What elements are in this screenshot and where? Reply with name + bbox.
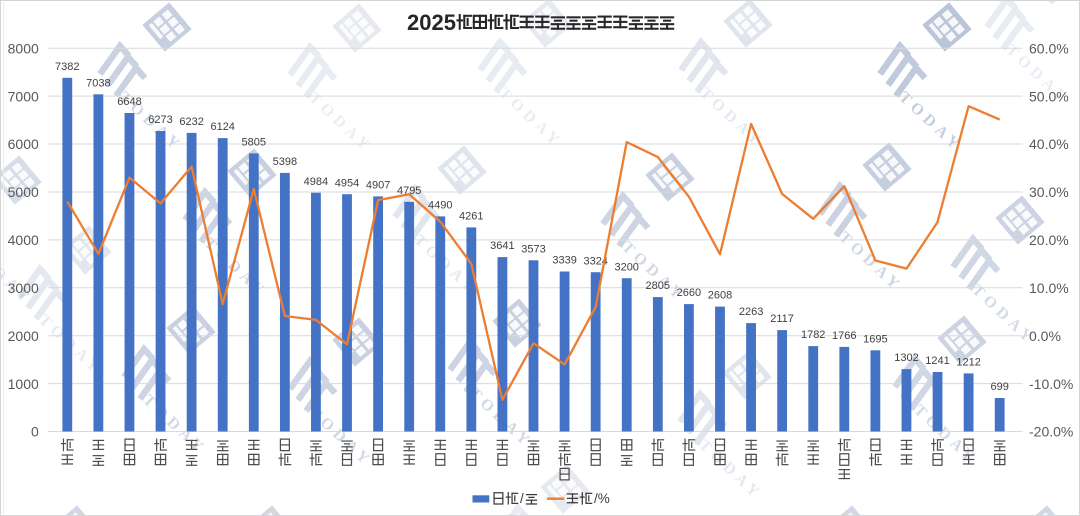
svg-text:1766: 1766 bbox=[832, 330, 856, 342]
svg-text:3200: 3200 bbox=[614, 261, 638, 273]
svg-text:5805: 5805 bbox=[242, 137, 266, 149]
svg-text:7382: 7382 bbox=[55, 61, 79, 73]
svg-text:6273: 6273 bbox=[148, 114, 172, 126]
svg-text:1695: 1695 bbox=[863, 333, 887, 345]
svg-text:7000: 7000 bbox=[8, 88, 39, 104]
svg-text:5000: 5000 bbox=[8, 184, 39, 200]
svg-text:20.0%: 20.0% bbox=[1029, 232, 1069, 248]
svg-text:6232: 6232 bbox=[179, 116, 203, 128]
svg-text:6124: 6124 bbox=[210, 121, 234, 133]
svg-text:60.0%: 60.0% bbox=[1029, 40, 1069, 56]
svg-text:4907: 4907 bbox=[366, 180, 390, 192]
svg-text:/%: /% bbox=[594, 491, 610, 506]
svg-text:-10.0%: -10.0% bbox=[1029, 376, 1073, 392]
svg-text:2117: 2117 bbox=[770, 313, 794, 325]
svg-text:2263: 2263 bbox=[739, 306, 763, 318]
svg-text:7038: 7038 bbox=[86, 77, 110, 89]
svg-text:3573: 3573 bbox=[521, 243, 545, 255]
svg-text:1782: 1782 bbox=[801, 329, 825, 341]
svg-text:30.0%: 30.0% bbox=[1029, 184, 1069, 200]
svg-text:1000: 1000 bbox=[8, 376, 39, 392]
svg-text:2805: 2805 bbox=[646, 280, 670, 292]
svg-text:6000: 6000 bbox=[8, 136, 39, 152]
svg-text:2025: 2025 bbox=[407, 10, 456, 35]
svg-text:5398: 5398 bbox=[273, 156, 297, 168]
svg-text:1302: 1302 bbox=[894, 352, 918, 364]
svg-text:2000: 2000 bbox=[8, 328, 39, 344]
svg-text:4795: 4795 bbox=[397, 185, 421, 197]
svg-text:4261: 4261 bbox=[459, 211, 483, 223]
svg-text:1212: 1212 bbox=[956, 357, 980, 369]
svg-text:4984: 4984 bbox=[304, 176, 328, 188]
svg-text:1241: 1241 bbox=[925, 355, 949, 367]
svg-text:8000: 8000 bbox=[8, 40, 39, 56]
svg-text:3641: 3641 bbox=[490, 240, 514, 252]
svg-text:10.0%: 10.0% bbox=[1029, 280, 1069, 296]
svg-text:4000: 4000 bbox=[8, 232, 39, 248]
svg-text:3000: 3000 bbox=[8, 280, 39, 296]
svg-text:40.0%: 40.0% bbox=[1029, 136, 1069, 152]
svg-text:0.0%: 0.0% bbox=[1029, 328, 1061, 344]
svg-text:699: 699 bbox=[991, 381, 1009, 393]
svg-text:/: / bbox=[520, 491, 524, 506]
svg-text:3324: 3324 bbox=[583, 255, 607, 267]
svg-text:3339: 3339 bbox=[552, 255, 576, 267]
svg-text:6648: 6648 bbox=[117, 96, 141, 108]
svg-text:0: 0 bbox=[31, 424, 39, 440]
svg-text:2608: 2608 bbox=[708, 290, 732, 302]
svg-text:50.0%: 50.0% bbox=[1029, 88, 1069, 104]
svg-text:4490: 4490 bbox=[428, 200, 452, 212]
svg-text:2660: 2660 bbox=[677, 287, 701, 299]
svg-text:4954: 4954 bbox=[335, 177, 359, 189]
svg-text:-20.0%: -20.0% bbox=[1029, 424, 1073, 440]
